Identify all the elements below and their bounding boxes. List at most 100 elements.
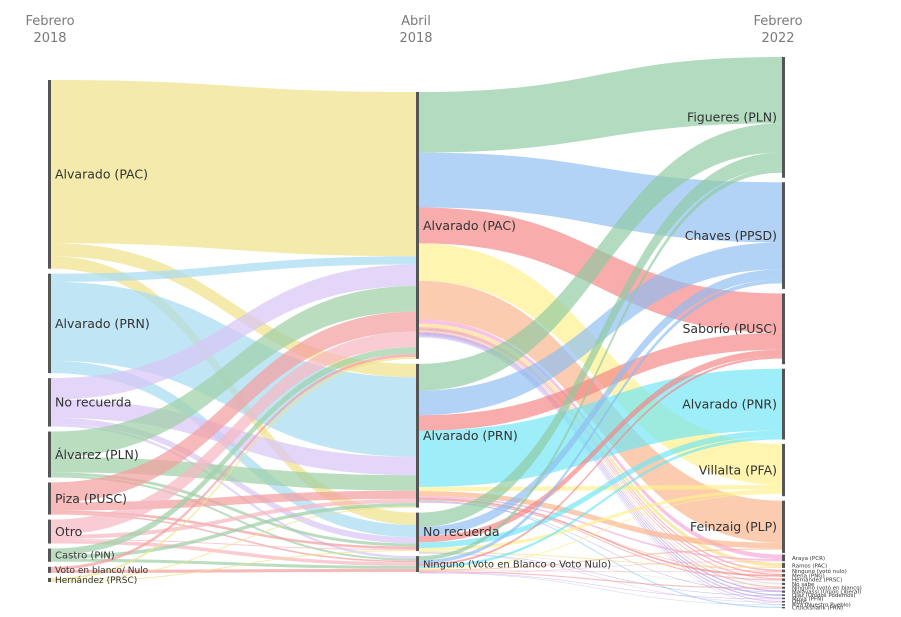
node-label-c_ppsd: Chaves (PPSD) [685, 228, 777, 243]
node-label-c_up: Díaz (Unidos Podemos) [792, 592, 856, 599]
flow-link-a_pin-to-b_ninguno [51, 558, 416, 569]
node-bar-a_prn [48, 273, 51, 374]
node-label-a_norec: No recuerda [55, 395, 132, 410]
flow-link-b_norec-to-c_otros [419, 553, 782, 603]
flow-link-a_pac-to-b_pac [51, 80, 416, 257]
flow-link-b_norec-to-c_pln [419, 152, 782, 527]
node-label-c_png: Mena (PNG) [792, 573, 825, 579]
node-label-c_pnr: Alvarado (PNR) [682, 396, 777, 411]
flow-link-b_norec-to-c_ppsd [419, 269, 782, 537]
nodes [48, 57, 785, 609]
column-titles: Febrero 2018 Abril 2018 Febrero 2022 [25, 14, 802, 46]
node-bar-b_norec [416, 512, 419, 552]
node-bar-c_pusc [782, 293, 785, 365]
flow-link-b_pac-to-c_pfn [419, 334, 782, 599]
flow-link-b_prn-to-c_pul [419, 501, 782, 593]
node-labels: Alvarado (PAC) Alvarado (PRN) No recuerda Á… [55, 110, 862, 612]
node-bar-c_otros [782, 600, 785, 603]
flow-link-b_ninguno-to-c_ppsd [419, 279, 782, 564]
node-bar-c_pln [782, 57, 785, 178]
flow-link-b_ninguno-to-c_pnr [419, 436, 782, 569]
flow-link-b_norec-to-c_up [419, 552, 782, 596]
node-bar-b_prn [416, 363, 419, 508]
flow-link-b_pac-to-c_pnp [419, 336, 782, 605]
flow-link-a_otro-to-b_norec [51, 538, 416, 551]
node-label-a_prn: Alvarado (PRN) [55, 316, 150, 331]
node-bar-a_pln [48, 431, 51, 478]
node-label-b_pac: Alvarado (PAC) [423, 218, 516, 233]
column-title-2-line2: 2022 [761, 31, 794, 46]
flow-link-a_pac-to-b_prn [51, 243, 416, 378]
node-bar-c_up [782, 594, 785, 596]
flow-link-b_pac-to-c_otros [419, 335, 782, 602]
flow-link-a_prsc-to-b_norec [51, 550, 416, 582]
node-label-c_nosabe: No sabe [792, 582, 815, 588]
flow-link-a_pln-to-b_pac [51, 286, 416, 458]
node-label-b_prn: Alvarado (PRN) [423, 428, 518, 443]
column-title-0-line2: 2018 [33, 31, 66, 46]
node-label-c_nulo: Ninguno (votó nulo) [792, 568, 847, 575]
flow-link-b_prn-to-c_pln [419, 123, 782, 391]
node-label-a_prsc: Hernández (PRSC) [55, 576, 137, 586]
node-bar-a_pac [48, 80, 51, 269]
flow-link-b_ninguno-to-c_nulo [419, 570, 782, 573]
node-bar-c_blanco [782, 586, 785, 589]
node-label-b_norec: No recuerda [423, 524, 500, 539]
node-label-c_pfa: Villalta (PFA) [699, 462, 777, 477]
flow-link-b_norec-to-c_pnr [419, 430, 782, 549]
flow-link-b_ninguno-to-c_pfa [419, 492, 782, 570]
node-label-a_pusc: Piza (PUSC) [55, 491, 127, 506]
flow-link-b_prn-to-c_pcr [419, 496, 782, 561]
flow-link-b_prn-to-c_pnr [419, 368, 782, 488]
node-label-b_ninguno: Ninguno (Voto en Blanco o Voto Nulo) [423, 560, 611, 571]
node-bar-c_ppsd [782, 182, 785, 289]
flow-link-b_prn-to-c_png [419, 497, 782, 577]
node-label-c_pusc: Saborío (PUSC) [682, 321, 777, 336]
node-label-c_pnp: Piza (Nuestro Pueblo) [792, 603, 851, 609]
node-bar-c_pnr [782, 368, 785, 440]
node-bar-c_png [782, 573, 785, 577]
node-label-c_pfn: Moya (PFN) [792, 596, 823, 602]
flow-link-b_prn-to-c_pusc [419, 332, 782, 431]
flow-link-a_pin-to-b_prn [51, 502, 416, 559]
node-label-a_pin: Castro (PIN) [55, 551, 115, 562]
flow-link-b_ninguno-to-c_pcr [419, 560, 782, 574]
flow-link-a_blanco-to-b_ninguno [51, 568, 416, 573]
node-label-c_pul: Malavassi (Unión Liberal) [792, 589, 861, 596]
flow-link-b_pac-to-c_blanco [419, 331, 782, 588]
column-title-0-line1: Febrero [25, 14, 74, 29]
node-label-c_pac: Ramos (PAC) [792, 563, 827, 569]
flow-link-b_ninguno-to-c_pln [419, 168, 782, 561]
node-bar-a_blanco [48, 566, 51, 573]
node-label-c_prn: Cruickshank (PRN) [792, 605, 843, 611]
node-bar-c_pul [782, 590, 785, 593]
flow-link-b_prn-to-c_ppsd [419, 242, 782, 416]
flow-link-a_otro-to-b_ninguno [51, 539, 416, 566]
flow-link-b_norec-to-c_pusc [419, 349, 782, 543]
node-bar-a_pin [48, 548, 51, 562]
node-bar-c_pfn [782, 597, 785, 600]
flow-link-b_ninguno-to-c_plp [419, 548, 782, 571]
flow-link-a_otro-to-b_prn [51, 498, 416, 539]
column-title-2-line1: Febrero [753, 14, 802, 29]
node-bar-a_norec [48, 378, 51, 427]
flow-link-b_prn-to-c_nulo [419, 501, 782, 572]
node-bar-a_otro [48, 519, 51, 544]
flow-link-a_prsc-to-b_pac [51, 356, 416, 580]
node-label-c_prsc: Hernández (PRSC) [792, 577, 842, 584]
node-bar-a_pusc [48, 482, 51, 515]
node-bar-c_prn [782, 606, 785, 609]
node-label-a_otro: Otro [55, 524, 82, 539]
flow-link-a_norec-to-b_pac [51, 264, 416, 400]
flow-link-a_norec-to-b_ninguno [51, 424, 416, 559]
node-bar-c_prsc [782, 578, 785, 582]
flow-link-b_ninguno-to-c_pusc [419, 356, 782, 566]
flow-link-b_pac-to-c_pln [419, 57, 782, 153]
flow-link-a_pusc-to-b_ninguno [51, 513, 416, 563]
flow-link-b_pac-to-c_up [419, 333, 782, 596]
flow-link-a_prsc-to-b_prn [51, 506, 416, 581]
flow-link-b_norec-to-c_pfa [419, 489, 782, 552]
node-bar-a_prsc [48, 577, 51, 582]
node-bar-b_pac [416, 92, 419, 359]
flow-link-a_blanco-to-b_pac [51, 353, 416, 570]
